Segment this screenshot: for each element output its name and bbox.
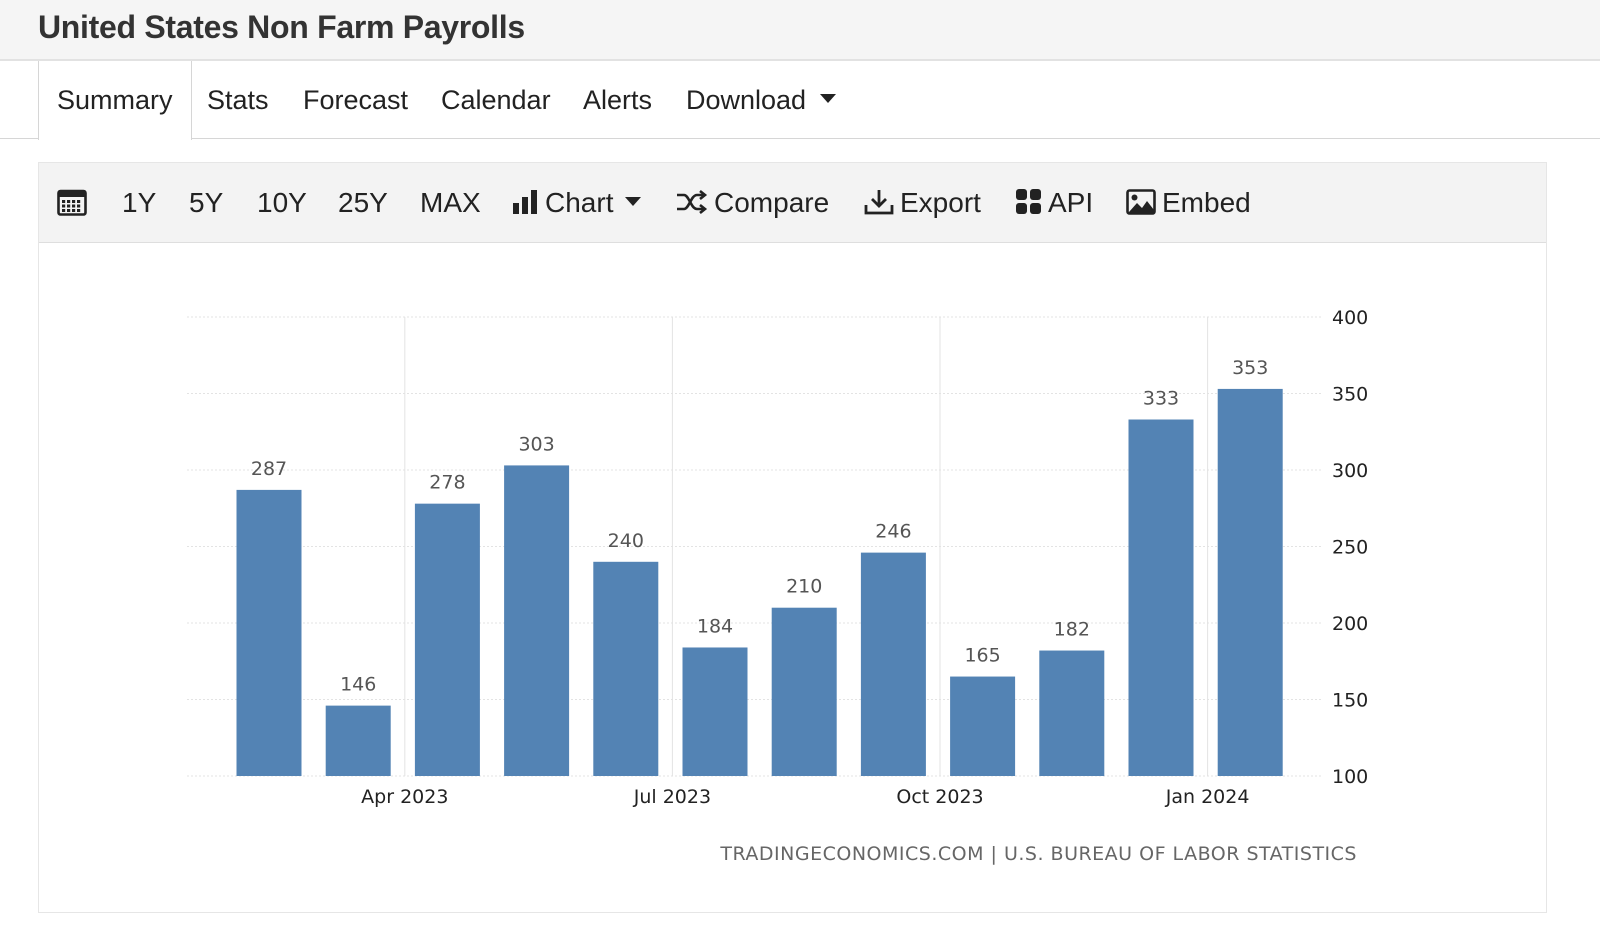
tab-alerts[interactable]: Alerts bbox=[583, 85, 653, 115]
range-10y-button[interactable]: 10Y bbox=[257, 187, 307, 218]
title-bar: United States Non Farm Payrolls bbox=[0, 0, 1600, 61]
download-icon bbox=[864, 189, 894, 215]
embed-button[interactable]: Embed bbox=[1126, 163, 1251, 243]
page-title: United States Non Farm Payrolls bbox=[38, 9, 525, 45]
embed-label: Embed bbox=[1162, 187, 1251, 218]
tab-summary[interactable]: Summary bbox=[38, 61, 192, 140]
range-1y-button[interactable]: 1Y bbox=[122, 187, 157, 218]
bar-nov-2023[interactable] bbox=[1039, 650, 1105, 776]
bar-value-label: 303 bbox=[518, 433, 554, 455]
bar-value-label: 146 bbox=[340, 674, 376, 696]
x-tick-label: Jan 2024 bbox=[1165, 786, 1250, 808]
chart-toolbar: 1Y 5Y 10Y 25Y MAX Chart Compare bbox=[39, 163, 1546, 243]
chart-source: TRADINGECONOMICS.COM | U.S. BUREAU OF LA… bbox=[719, 843, 1357, 865]
export-label: Export bbox=[900, 187, 981, 218]
y-tick-label: 250 bbox=[1332, 537, 1368, 559]
bar-value-label: 184 bbox=[697, 615, 733, 637]
bar-chart-icon bbox=[513, 189, 537, 214]
y-tick-label: 350 bbox=[1332, 384, 1368, 406]
chart-panel: 1Y 5Y 10Y 25Y MAX Chart Compare bbox=[38, 162, 1547, 913]
y-tick-label: 100 bbox=[1332, 766, 1368, 788]
y-tick-label: 150 bbox=[1332, 690, 1368, 712]
bar-jan-2024[interactable] bbox=[1217, 388, 1283, 776]
y-tick-label: 200 bbox=[1332, 613, 1368, 635]
grid-apps-icon bbox=[1016, 189, 1041, 215]
tab-download[interactable]: Download bbox=[668, 61, 854, 139]
compare-button[interactable]: Compare bbox=[676, 163, 829, 243]
bar-value-label: 333 bbox=[1143, 388, 1179, 410]
api-button[interactable]: API bbox=[1015, 163, 1093, 243]
tab-stats[interactable]: Stats bbox=[207, 85, 269, 115]
chevron-down-icon bbox=[820, 94, 837, 104]
chevron-down-icon bbox=[625, 197, 642, 207]
image-icon bbox=[1126, 188, 1156, 215]
chart-type-dropdown[interactable]: Chart bbox=[512, 163, 642, 243]
bar-jun-2023[interactable] bbox=[593, 561, 659, 776]
bar-value-label: 165 bbox=[964, 645, 1000, 667]
bar-value-label: 278 bbox=[429, 472, 465, 494]
tab-forecast[interactable]: Forecast bbox=[303, 85, 409, 115]
bar-jul-2023[interactable] bbox=[682, 647, 748, 776]
bar-value-label: 353 bbox=[1232, 357, 1268, 379]
bar-value-label: 182 bbox=[1054, 619, 1090, 641]
api-label: API bbox=[1048, 187, 1094, 218]
tab-download-label: Download bbox=[686, 85, 807, 115]
bar-mar-2023[interactable] bbox=[325, 705, 391, 776]
tab-calendar[interactable]: Calendar bbox=[441, 85, 551, 115]
tab-bar: Summary Stats Forecast Calendar Alerts D… bbox=[0, 61, 1600, 140]
y-tick-label: 300 bbox=[1332, 460, 1368, 482]
x-tick-label: Apr 2023 bbox=[361, 786, 448, 808]
bar-feb-2023[interactable] bbox=[236, 489, 302, 776]
calendar-icon bbox=[57, 189, 87, 216]
chart-type-label: Chart bbox=[545, 187, 614, 218]
bar-oct-2023[interactable] bbox=[950, 676, 1016, 776]
bar-sep-2023[interactable] bbox=[860, 552, 926, 776]
export-button[interactable]: Export bbox=[864, 163, 981, 243]
shuffle-icon bbox=[677, 189, 708, 214]
y-tick-label: 400 bbox=[1332, 307, 1368, 329]
x-tick-label: Jul 2023 bbox=[633, 786, 711, 808]
bar-value-label: 246 bbox=[875, 521, 911, 543]
compare-label: Compare bbox=[714, 187, 830, 218]
bar-apr-2023[interactable] bbox=[414, 503, 480, 776]
range-25y-button[interactable]: 25Y bbox=[338, 187, 388, 218]
bar-aug-2023[interactable] bbox=[771, 607, 837, 776]
bar-value-label: 210 bbox=[786, 576, 822, 598]
calendar-picker-button[interactable] bbox=[57, 163, 87, 243]
bar-dec-2023[interactable] bbox=[1128, 419, 1194, 776]
range-max-button[interactable]: MAX bbox=[420, 187, 481, 218]
bar-may-2023[interactable] bbox=[504, 465, 570, 776]
bar-value-label: 287 bbox=[251, 458, 287, 480]
x-tick-label: Oct 2023 bbox=[896, 786, 983, 808]
bar-value-label: 240 bbox=[608, 530, 644, 552]
bar-chart: 287 146 278 303 240 184 210 246 165 182 333 353 100… bbox=[187, 307, 1368, 865]
range-5y-button[interactable]: 5Y bbox=[189, 187, 224, 218]
